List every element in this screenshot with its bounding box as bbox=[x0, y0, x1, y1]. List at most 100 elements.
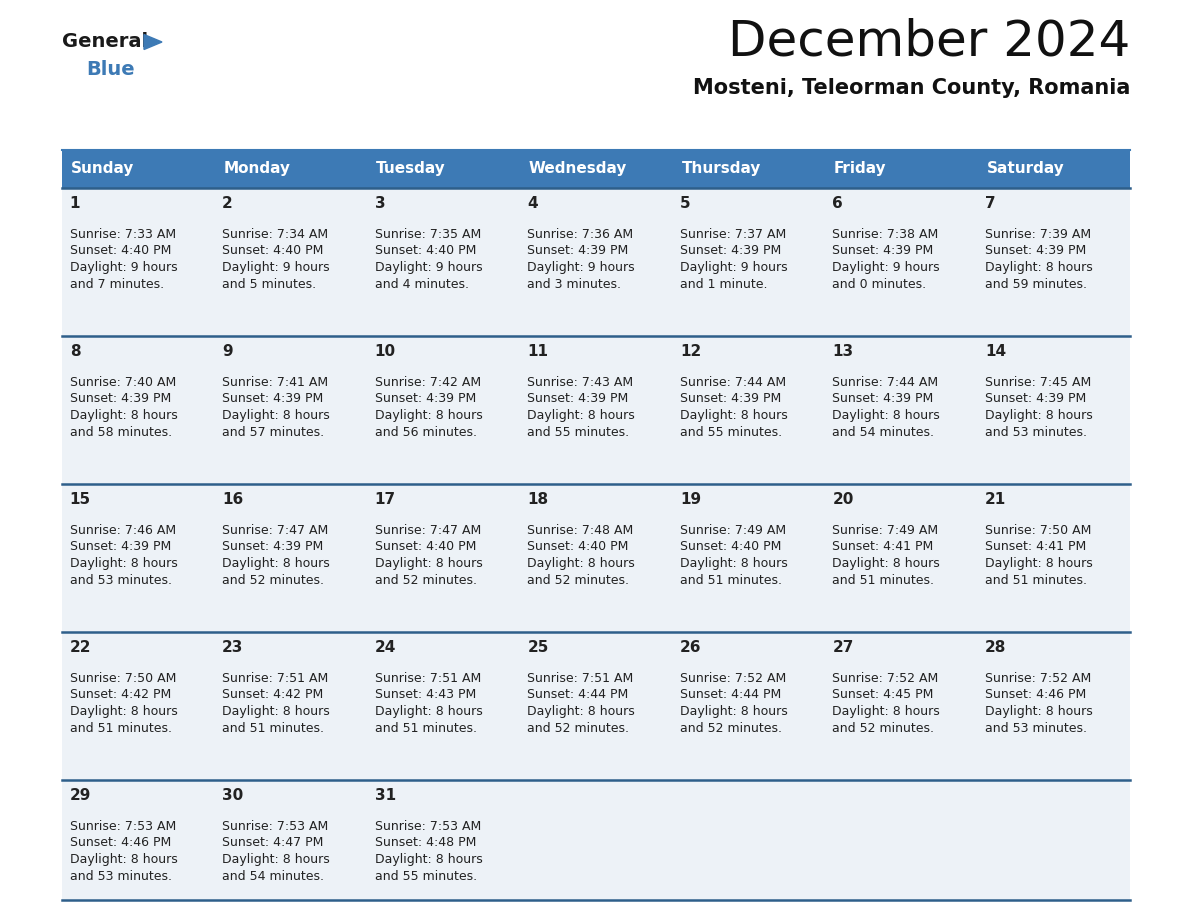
Bar bbox=[519, 780, 672, 900]
Bar bbox=[62, 632, 215, 780]
Text: 30: 30 bbox=[222, 788, 244, 803]
Text: and 52 minutes.: and 52 minutes. bbox=[527, 722, 630, 734]
Text: Sunset: 4:39 PM: Sunset: 4:39 PM bbox=[222, 393, 323, 406]
Text: Sunset: 4:46 PM: Sunset: 4:46 PM bbox=[985, 688, 1086, 701]
Text: Sunset: 4:41 PM: Sunset: 4:41 PM bbox=[985, 541, 1086, 554]
Text: and 54 minutes.: and 54 minutes. bbox=[222, 869, 324, 882]
Bar bbox=[367, 150, 519, 188]
Text: Daylight: 9 hours: Daylight: 9 hours bbox=[70, 261, 177, 274]
Bar bbox=[62, 484, 215, 632]
Text: and 4 minutes.: and 4 minutes. bbox=[374, 277, 469, 290]
Bar bbox=[824, 150, 978, 188]
Bar bbox=[824, 780, 978, 900]
Text: Sunset: 4:43 PM: Sunset: 4:43 PM bbox=[374, 688, 476, 701]
Text: Sunset: 4:39 PM: Sunset: 4:39 PM bbox=[985, 244, 1086, 258]
Text: Sunset: 4:39 PM: Sunset: 4:39 PM bbox=[222, 541, 323, 554]
Text: Sunrise: 7:51 AM: Sunrise: 7:51 AM bbox=[527, 672, 633, 685]
Text: Sunrise: 7:37 AM: Sunrise: 7:37 AM bbox=[680, 228, 786, 241]
Text: 1: 1 bbox=[70, 196, 80, 211]
Text: Sunrise: 7:50 AM: Sunrise: 7:50 AM bbox=[985, 524, 1092, 537]
Polygon shape bbox=[144, 35, 162, 50]
Text: and 52 minutes.: and 52 minutes. bbox=[680, 722, 782, 734]
Bar bbox=[672, 632, 824, 780]
Bar bbox=[824, 188, 978, 336]
Text: Sunset: 4:45 PM: Sunset: 4:45 PM bbox=[833, 688, 934, 701]
Text: Monday: Monday bbox=[223, 162, 291, 176]
Text: 13: 13 bbox=[833, 344, 854, 359]
Text: Tuesday: Tuesday bbox=[377, 162, 446, 176]
Bar bbox=[978, 632, 1130, 780]
Text: and 52 minutes.: and 52 minutes. bbox=[222, 574, 324, 587]
Text: Daylight: 8 hours: Daylight: 8 hours bbox=[833, 557, 940, 570]
Text: Sunrise: 7:47 AM: Sunrise: 7:47 AM bbox=[374, 524, 481, 537]
Text: Sunrise: 7:36 AM: Sunrise: 7:36 AM bbox=[527, 228, 633, 241]
Text: Daylight: 8 hours: Daylight: 8 hours bbox=[374, 557, 482, 570]
Text: Sunset: 4:39 PM: Sunset: 4:39 PM bbox=[70, 541, 171, 554]
Text: Sunset: 4:39 PM: Sunset: 4:39 PM bbox=[70, 393, 171, 406]
Text: and 51 minutes.: and 51 minutes. bbox=[680, 574, 782, 587]
Bar bbox=[672, 150, 824, 188]
Text: Sunday: Sunday bbox=[71, 162, 134, 176]
Text: Daylight: 8 hours: Daylight: 8 hours bbox=[222, 557, 330, 570]
Text: Sunset: 4:40 PM: Sunset: 4:40 PM bbox=[374, 244, 476, 258]
Text: Daylight: 8 hours: Daylight: 8 hours bbox=[374, 409, 482, 422]
Text: Daylight: 8 hours: Daylight: 8 hours bbox=[222, 409, 330, 422]
Text: and 51 minutes.: and 51 minutes. bbox=[70, 722, 171, 734]
Text: Sunset: 4:47 PM: Sunset: 4:47 PM bbox=[222, 836, 323, 849]
Bar bbox=[978, 484, 1130, 632]
Text: Sunset: 4:40 PM: Sunset: 4:40 PM bbox=[222, 244, 323, 258]
Text: Daylight: 9 hours: Daylight: 9 hours bbox=[222, 261, 330, 274]
Text: Daylight: 8 hours: Daylight: 8 hours bbox=[70, 557, 177, 570]
Text: and 51 minutes.: and 51 minutes. bbox=[374, 722, 476, 734]
Text: Sunrise: 7:53 AM: Sunrise: 7:53 AM bbox=[70, 820, 176, 833]
Text: Sunset: 4:39 PM: Sunset: 4:39 PM bbox=[527, 244, 628, 258]
Text: Sunrise: 7:35 AM: Sunrise: 7:35 AM bbox=[374, 228, 481, 241]
Text: 5: 5 bbox=[680, 196, 690, 211]
Bar bbox=[367, 780, 519, 900]
Text: Sunrise: 7:50 AM: Sunrise: 7:50 AM bbox=[70, 672, 176, 685]
Text: Daylight: 8 hours: Daylight: 8 hours bbox=[374, 705, 482, 718]
Text: 21: 21 bbox=[985, 492, 1006, 507]
Bar bbox=[519, 632, 672, 780]
Text: Sunset: 4:39 PM: Sunset: 4:39 PM bbox=[985, 393, 1086, 406]
Bar bbox=[672, 780, 824, 900]
Text: Daylight: 8 hours: Daylight: 8 hours bbox=[985, 557, 1093, 570]
Text: Sunset: 4:39 PM: Sunset: 4:39 PM bbox=[680, 393, 782, 406]
Text: Mosteni, Teleorman County, Romania: Mosteni, Teleorman County, Romania bbox=[693, 78, 1130, 98]
Text: and 53 minutes.: and 53 minutes. bbox=[985, 426, 1087, 439]
Text: 12: 12 bbox=[680, 344, 701, 359]
Bar bbox=[519, 484, 672, 632]
Bar bbox=[62, 150, 215, 188]
Text: Daylight: 8 hours: Daylight: 8 hours bbox=[70, 409, 177, 422]
Bar bbox=[215, 484, 367, 632]
Bar bbox=[215, 632, 367, 780]
Text: Daylight: 8 hours: Daylight: 8 hours bbox=[680, 409, 788, 422]
Text: 8: 8 bbox=[70, 344, 81, 359]
Bar bbox=[62, 188, 215, 336]
Text: Friday: Friday bbox=[834, 162, 886, 176]
Text: Sunrise: 7:48 AM: Sunrise: 7:48 AM bbox=[527, 524, 633, 537]
Text: Daylight: 8 hours: Daylight: 8 hours bbox=[527, 557, 636, 570]
Text: 4: 4 bbox=[527, 196, 538, 211]
Text: and 51 minutes.: and 51 minutes. bbox=[985, 574, 1087, 587]
Text: 28: 28 bbox=[985, 640, 1006, 655]
Text: 24: 24 bbox=[374, 640, 396, 655]
Text: Sunset: 4:44 PM: Sunset: 4:44 PM bbox=[680, 688, 782, 701]
Text: 23: 23 bbox=[222, 640, 244, 655]
Text: Sunset: 4:46 PM: Sunset: 4:46 PM bbox=[70, 836, 171, 849]
Text: Sunset: 4:48 PM: Sunset: 4:48 PM bbox=[374, 836, 476, 849]
Text: 10: 10 bbox=[374, 344, 396, 359]
Text: 25: 25 bbox=[527, 640, 549, 655]
Text: Daylight: 8 hours: Daylight: 8 hours bbox=[985, 409, 1093, 422]
Text: 7: 7 bbox=[985, 196, 996, 211]
Text: and 7 minutes.: and 7 minutes. bbox=[70, 277, 164, 290]
Text: and 59 minutes.: and 59 minutes. bbox=[985, 277, 1087, 290]
Text: Sunset: 4:40 PM: Sunset: 4:40 PM bbox=[680, 541, 782, 554]
Text: 11: 11 bbox=[527, 344, 549, 359]
Bar bbox=[62, 780, 215, 900]
Text: Blue: Blue bbox=[86, 60, 134, 79]
Text: and 52 minutes.: and 52 minutes. bbox=[527, 574, 630, 587]
Text: 2: 2 bbox=[222, 196, 233, 211]
Text: Sunset: 4:39 PM: Sunset: 4:39 PM bbox=[833, 244, 934, 258]
Text: Sunrise: 7:44 AM: Sunrise: 7:44 AM bbox=[680, 376, 786, 389]
